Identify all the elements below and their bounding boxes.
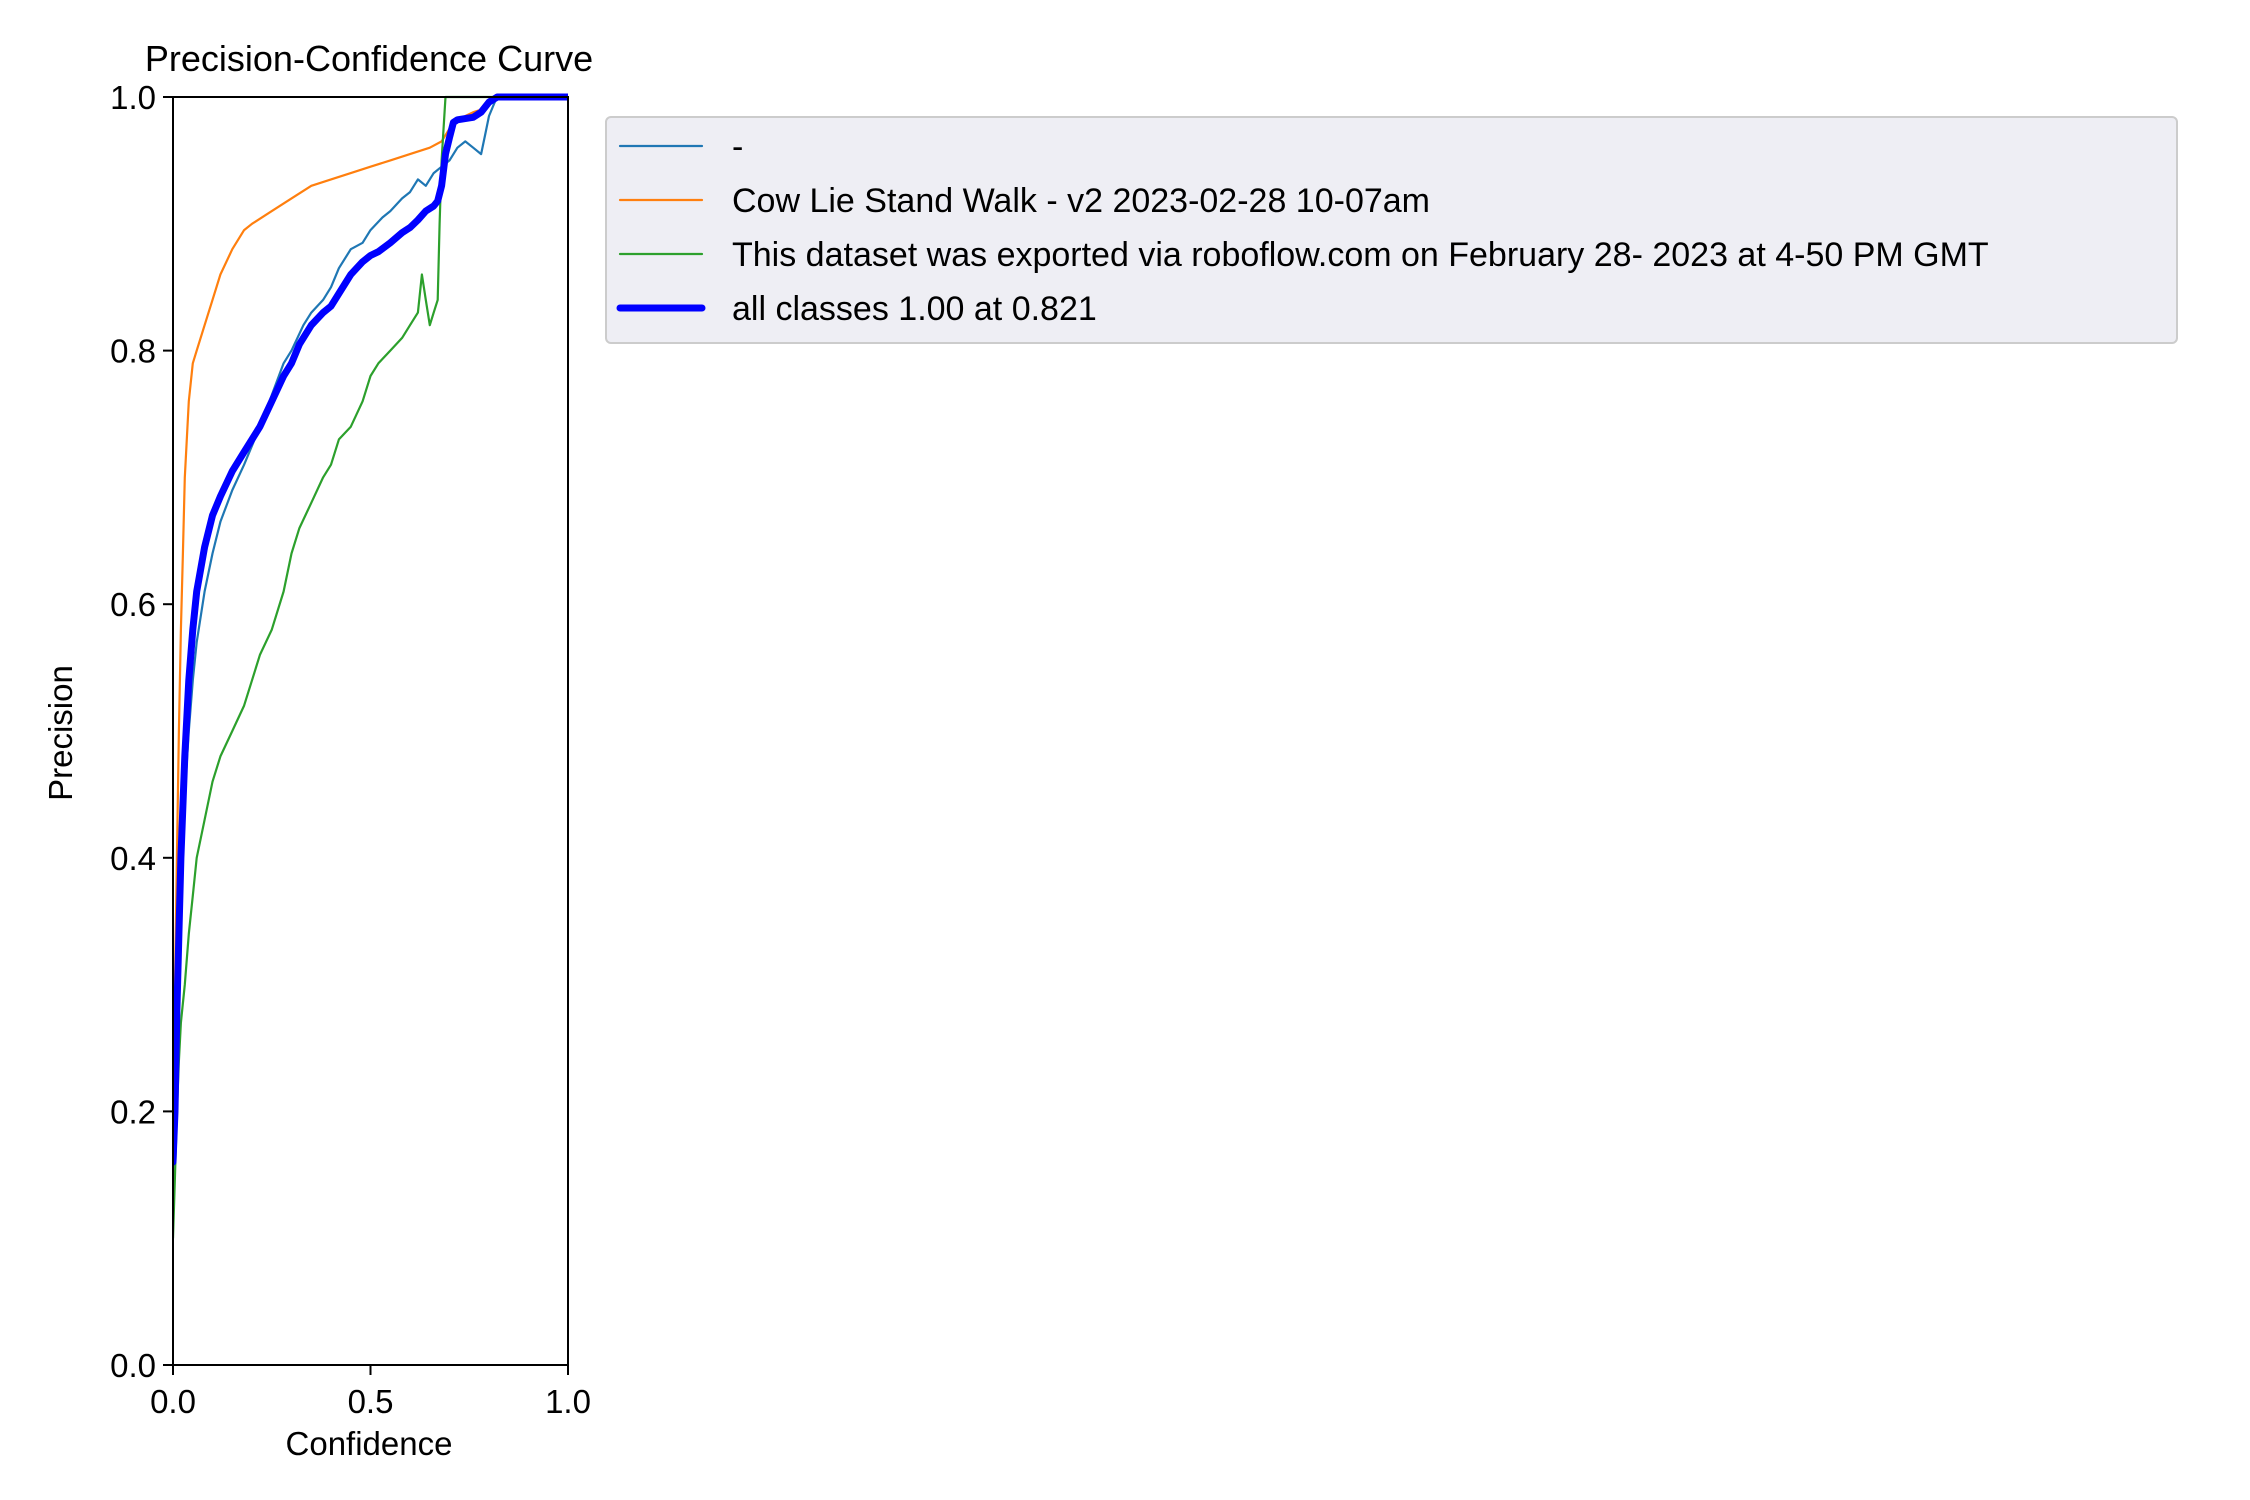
- legend: - Cow Lie Stand Walk - v2 2023-02-28 10-0…: [605, 116, 2178, 344]
- legend-label-1: Cow Lie Stand Walk - v2 2023-02-28 10-07…: [732, 182, 1430, 220]
- y-tick-label: 0.6: [110, 586, 156, 623]
- series-line-1: [173, 95, 568, 1113]
- y-axis-label: Precision: [42, 665, 79, 801]
- x-tick-label: 1.0: [545, 1383, 591, 1420]
- y-axis-ticks: 0.0 0.2 0.4 0.6 0.8 1.0: [110, 79, 173, 1384]
- series-line-0: [173, 95, 568, 1176]
- x-axis-label: Confidence: [286, 1425, 453, 1462]
- chart-title: Precision-Confidence Curve: [145, 38, 593, 79]
- series-lines: [173, 93, 568, 1240]
- x-axis-ticks: 0.0 0.5 1.0: [150, 1365, 591, 1420]
- y-tick-label: 0.4: [110, 840, 156, 877]
- y-tick-label: 1.0: [110, 79, 156, 116]
- x-tick-label: 0.0: [150, 1383, 196, 1420]
- legend-label-0: -: [732, 128, 743, 166]
- plot-area: [172, 93, 569, 1366]
- y-tick-label: 0.0: [110, 1347, 156, 1384]
- legend-label-2: This dataset was exported via roboflow.c…: [732, 236, 1989, 274]
- y-tick-label: 0.8: [110, 333, 156, 370]
- x-tick-label: 0.5: [348, 1383, 394, 1420]
- y-tick-label: 0.2: [110, 1093, 156, 1130]
- series-line-2: [173, 95, 568, 1240]
- legend-label-3: all classes 1.00 at 0.821: [732, 290, 1097, 328]
- legend-box: [605, 116, 2178, 344]
- series-line-3: [173, 93, 568, 1166]
